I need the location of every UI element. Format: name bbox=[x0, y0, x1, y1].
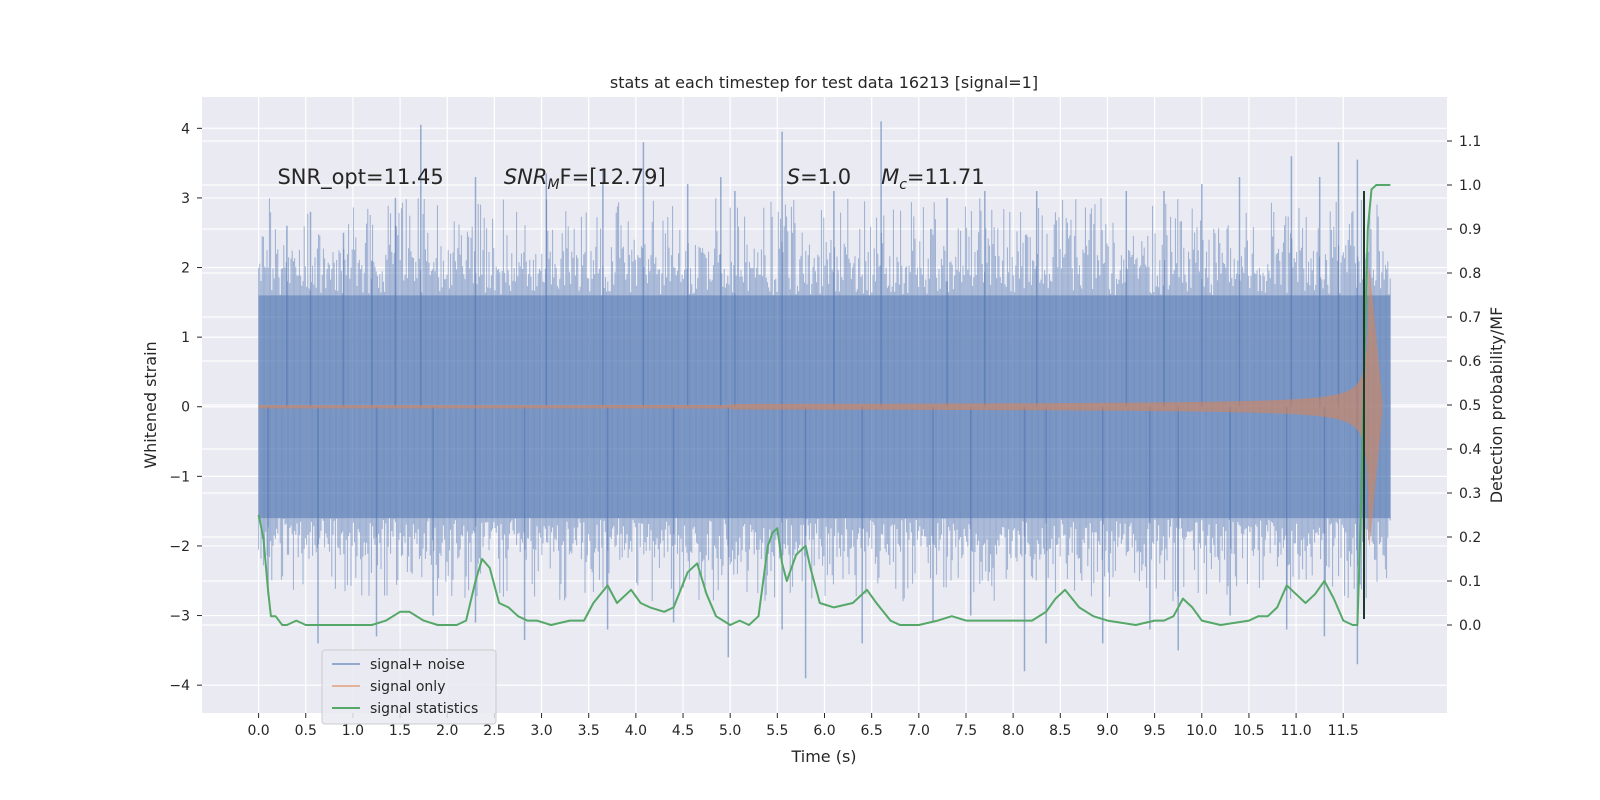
x-tick-label: 10.5 bbox=[1233, 723, 1264, 739]
x-tick-label: 1.5 bbox=[389, 723, 411, 739]
y-tick-label-left: 4 bbox=[181, 121, 190, 137]
y-axis-label-right: Detection probability/MF bbox=[1487, 307, 1506, 504]
x-tick-label: 2.5 bbox=[483, 723, 505, 739]
x-axis-label: Time (s) bbox=[790, 747, 856, 766]
y-tick-label-left: 0 bbox=[181, 400, 190, 416]
x-tick-label: 10.0 bbox=[1186, 723, 1217, 739]
annotation: SNR_opt=11.45 bbox=[277, 165, 443, 190]
y-tick-label-left: 1 bbox=[181, 330, 190, 346]
y-tick-label-left: −4 bbox=[169, 678, 190, 694]
y-tick-label-right: 1.0 bbox=[1459, 178, 1481, 194]
y-tick-label-right: 0.7 bbox=[1459, 310, 1481, 326]
y-tick-label-right: 0.5 bbox=[1459, 398, 1481, 414]
x-tick-label: 11.5 bbox=[1328, 723, 1359, 739]
legend-label-signal-noise: signal+ noise bbox=[370, 657, 465, 673]
x-tick-label: 9.5 bbox=[1143, 723, 1165, 739]
y-tick-label-right: 0.6 bbox=[1459, 354, 1481, 370]
annotation: SNRMF=[12.79] bbox=[504, 165, 666, 193]
x-tick-label: 7.0 bbox=[908, 723, 930, 739]
series-signal-only bbox=[258, 267, 1383, 546]
x-tick-label: 4.5 bbox=[672, 723, 694, 739]
x-tick-label: 4.0 bbox=[625, 723, 647, 739]
x-tick-label: 8.0 bbox=[1002, 723, 1024, 739]
y-tick-label-right: 0.2 bbox=[1459, 530, 1481, 546]
signal-envelope bbox=[258, 267, 1383, 546]
axis-ticks: 0.0 0.5 1.0 1.5 2.0 2.5 3.0 3.5 4.0 4.5 5.0 5.5 6.0 6… bbox=[169, 121, 1481, 739]
y-tick-label-right: 0.1 bbox=[1459, 574, 1481, 590]
y-tick-label-left: −1 bbox=[169, 469, 190, 485]
legend: signal+ noise signal only signal statist… bbox=[321, 649, 497, 725]
x-tick-label: 11.0 bbox=[1281, 723, 1312, 739]
x-tick-label: 5.0 bbox=[719, 723, 741, 739]
annotations: SNR_opt=11.45 SNRMF=[12.79] S=1.0 Mc=11.71 bbox=[277, 165, 984, 193]
y-tick-label-left: 2 bbox=[181, 261, 190, 277]
y-axis-label-left: Whitened strain bbox=[141, 341, 160, 468]
y-tick-label-left: 3 bbox=[181, 191, 190, 207]
y-tick-label-right: 0.8 bbox=[1459, 266, 1481, 282]
x-tick-label: 0.5 bbox=[295, 723, 317, 739]
y-tick-label-right: 1.1 bbox=[1459, 134, 1481, 150]
series-signal-statistics bbox=[257, 184, 1391, 626]
x-tick-label: 0.0 bbox=[247, 723, 269, 739]
noise-spikes bbox=[267, 121, 1359, 679]
x-tick-label: 6.0 bbox=[813, 723, 835, 739]
x-tick-label: 1.0 bbox=[342, 723, 364, 739]
x-tick-label: 3.0 bbox=[530, 723, 552, 739]
x-tick-label: 8.5 bbox=[1049, 723, 1071, 739]
y-tick-label-left: −3 bbox=[169, 609, 190, 625]
y-tick-label-right: 0.3 bbox=[1459, 486, 1481, 502]
legend-box bbox=[321, 649, 497, 725]
y-tick-label-right: 0.4 bbox=[1459, 442, 1481, 458]
x-tick-label: 6.5 bbox=[861, 723, 883, 739]
y-tick-label-left: −2 bbox=[169, 539, 190, 555]
annotation: Mc=11.71 bbox=[881, 165, 985, 193]
y-tick-label-right: 0.0 bbox=[1459, 618, 1481, 634]
statistics-line bbox=[257, 184, 1391, 626]
legend-label-signal-statistics: signal statistics bbox=[370, 701, 478, 717]
legend-label-signal-only: signal only bbox=[370, 679, 445, 695]
x-tick-label: 7.5 bbox=[955, 723, 977, 739]
x-tick-label: 9.0 bbox=[1096, 723, 1118, 739]
y-tick-label-right: 0.9 bbox=[1459, 222, 1481, 238]
x-tick-label: 3.5 bbox=[578, 723, 600, 739]
x-tick-label: 5.5 bbox=[766, 723, 788, 739]
annotation: S=1.0 bbox=[787, 165, 851, 189]
x-tick-label: 2.0 bbox=[436, 723, 458, 739]
chart-title: stats at each timestep for test data 162… bbox=[610, 73, 1038, 92]
